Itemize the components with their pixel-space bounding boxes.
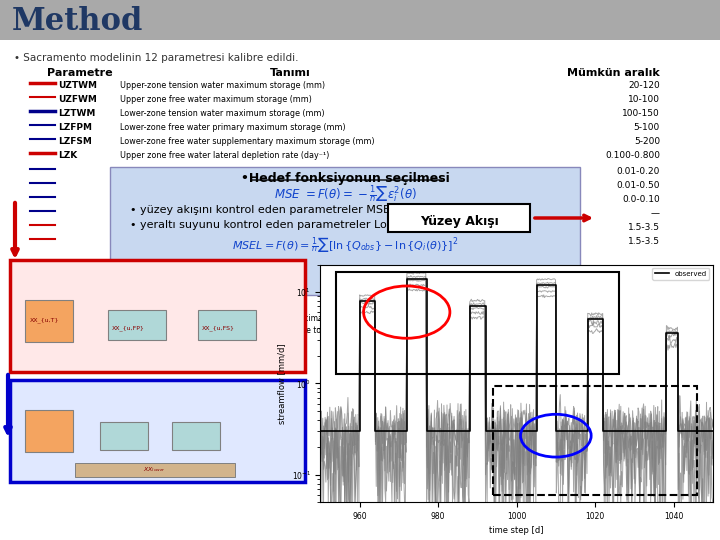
Text: Upper zone free water maximum storage (mm): Upper zone free water maximum storage (m…: [120, 95, 312, 104]
FancyBboxPatch shape: [375, 340, 533, 368]
Text: Lower-zone free water primary maximum storage (mm): Lower-zone free water primary maximum st…: [120, 123, 346, 132]
Text: LZFSM: LZFSM: [58, 137, 92, 146]
FancyBboxPatch shape: [110, 167, 580, 295]
Text: 0.01-0.50: 0.01-0.50: [616, 181, 660, 190]
Text: —: —: [651, 302, 660, 311]
FancyBboxPatch shape: [0, 40, 720, 540]
Text: Yüzey Akışı: Yüzey Akışı: [420, 215, 498, 228]
FancyBboxPatch shape: [25, 410, 73, 452]
Text: UZFWM: UZFWM: [58, 95, 97, 104]
observed: [402, 275, 411, 282]
Text: •Hedef fonksiyonun seçilmesi: •Hedef fonksiyonun seçilmesi: [240, 172, 449, 185]
Text: 0.0-0.10: 0.0-0.10: [622, 195, 660, 204]
Text: Fraction of lower-zone free water not transferable to lower-zone tension water (: Fraction of lower-zone free water not tr…: [120, 326, 491, 335]
Text: • Sacramento modelinin 12 parametresi kalibre edildi.: • Sacramento modelinin 12 parametresi ka…: [14, 53, 299, 63]
observed: [505, 428, 514, 434]
FancyBboxPatch shape: [10, 380, 305, 482]
Text: 1.5-3.5: 1.5-3.5: [628, 223, 660, 232]
Text: LZFPM: LZFPM: [58, 123, 92, 132]
Text: MSE $= F(\theta) = -\frac{1}{n}\sum\varepsilon_i^2(\theta)$: MSE $= F(\theta) = -\frac{1}{n}\sum\vare…: [274, 185, 416, 205]
Text: Riparian vegetation (decimal fraction): Riparian vegetation (decimal fraction): [120, 302, 267, 311]
FancyBboxPatch shape: [75, 463, 235, 477]
Text: Lower-zone free water supplementary maximum storage (mm): Lower-zone free water supplementary maxi…: [120, 137, 374, 146]
Text: Upper-zone tension water maximum storage (mm): Upper-zone tension water maximum storage…: [120, 81, 325, 90]
Text: • yeraltı suyunu kontrol eden parametreler Log MSE ile kalibre edildi.: • yeraltı suyunu kontrol eden parametrel…: [130, 220, 516, 230]
Text: SIDE: SIDE: [58, 314, 81, 323]
FancyBboxPatch shape: [388, 204, 530, 232]
observed: [708, 428, 717, 434]
Text: XX_{u,FP}: XX_{u,FP}: [112, 325, 145, 331]
observed: [700, 428, 708, 434]
Text: Method: Method: [12, 5, 143, 37]
Text: 100-150: 100-150: [622, 109, 660, 118]
X-axis label: time step [d]: time step [d]: [490, 526, 544, 536]
FancyBboxPatch shape: [10, 260, 305, 372]
Text: Ratio of deep recharge to channel base flow (decimal fraction): Ratio of deep recharge to channel base f…: [120, 314, 360, 323]
Legend: observed: observed: [652, 268, 709, 280]
observed: [316, 428, 325, 434]
Text: RIVA: RIVA: [58, 302, 81, 311]
Text: • yüzey akışını kontrol eden parametreler MSE ile kalibre edildi.: • yüzey akışını kontrol eden parametrele…: [130, 205, 485, 215]
Text: 10-100: 10-100: [628, 95, 660, 104]
Text: 5-200: 5-200: [634, 137, 660, 146]
Text: Parametre: Parametre: [48, 68, 113, 78]
FancyBboxPatch shape: [198, 310, 256, 340]
Text: 5-100: 5-100: [634, 123, 660, 132]
Text: Lower-zone tension water maximum storage (mm): Lower-zone tension water maximum storage…: [120, 109, 325, 118]
FancyBboxPatch shape: [172, 422, 220, 450]
observed: [529, 428, 538, 434]
Text: Tanımı: Tanımı: [270, 68, 311, 78]
Text: $XX_{lower}$: $XX_{lower}$: [143, 465, 166, 475]
Text: LZTWM: LZTWM: [58, 109, 95, 118]
Text: XX_{u,T}: XX_{u,T}: [30, 317, 60, 323]
observed: [550, 281, 559, 288]
Text: Upper zone free water lateral depletion rate (day⁻¹): Upper zone free water lateral depletion …: [120, 151, 329, 160]
Text: —: —: [651, 326, 660, 335]
FancyBboxPatch shape: [0, 0, 720, 40]
Text: 0.100-0.800: 0.100-0.800: [605, 151, 660, 160]
Text: 0.01-0.20: 0.01-0.20: [616, 167, 660, 176]
FancyBboxPatch shape: [108, 310, 166, 340]
Text: RSERV: RSERV: [58, 326, 91, 335]
Text: 20-120: 20-120: [629, 81, 660, 90]
Text: UZTWM: UZTWM: [58, 81, 97, 90]
Text: 1.5-3.5: 1.5-3.5: [628, 237, 660, 246]
Text: —: —: [651, 314, 660, 323]
Text: Mümkün aralık: Mümkün aralık: [567, 68, 660, 78]
Text: —: —: [651, 338, 660, 347]
Text: Yüzeyaltı Akışı: Yüzeyaltı Akışı: [403, 351, 505, 364]
Text: LZK: LZK: [58, 151, 77, 160]
Text: $MSEL = F(\theta) = \frac{1}{n}\sum[\ln\{Q_{obs}\}-\ln\{Q_i(\theta)\}]^2$: $MSEL = F(\theta) = \frac{1}{n}\sum[\ln\…: [232, 235, 458, 254]
Text: XX_{u,FS}: XX_{u,FS}: [202, 325, 235, 331]
observed: [639, 428, 647, 434]
Y-axis label: streamflow [mm/d]: streamflow [mm/d]: [277, 343, 286, 424]
FancyBboxPatch shape: [100, 422, 148, 450]
observed: [503, 428, 512, 434]
Line: observed: observed: [320, 279, 713, 431]
FancyBboxPatch shape: [25, 300, 73, 342]
Text: —: —: [651, 209, 660, 218]
